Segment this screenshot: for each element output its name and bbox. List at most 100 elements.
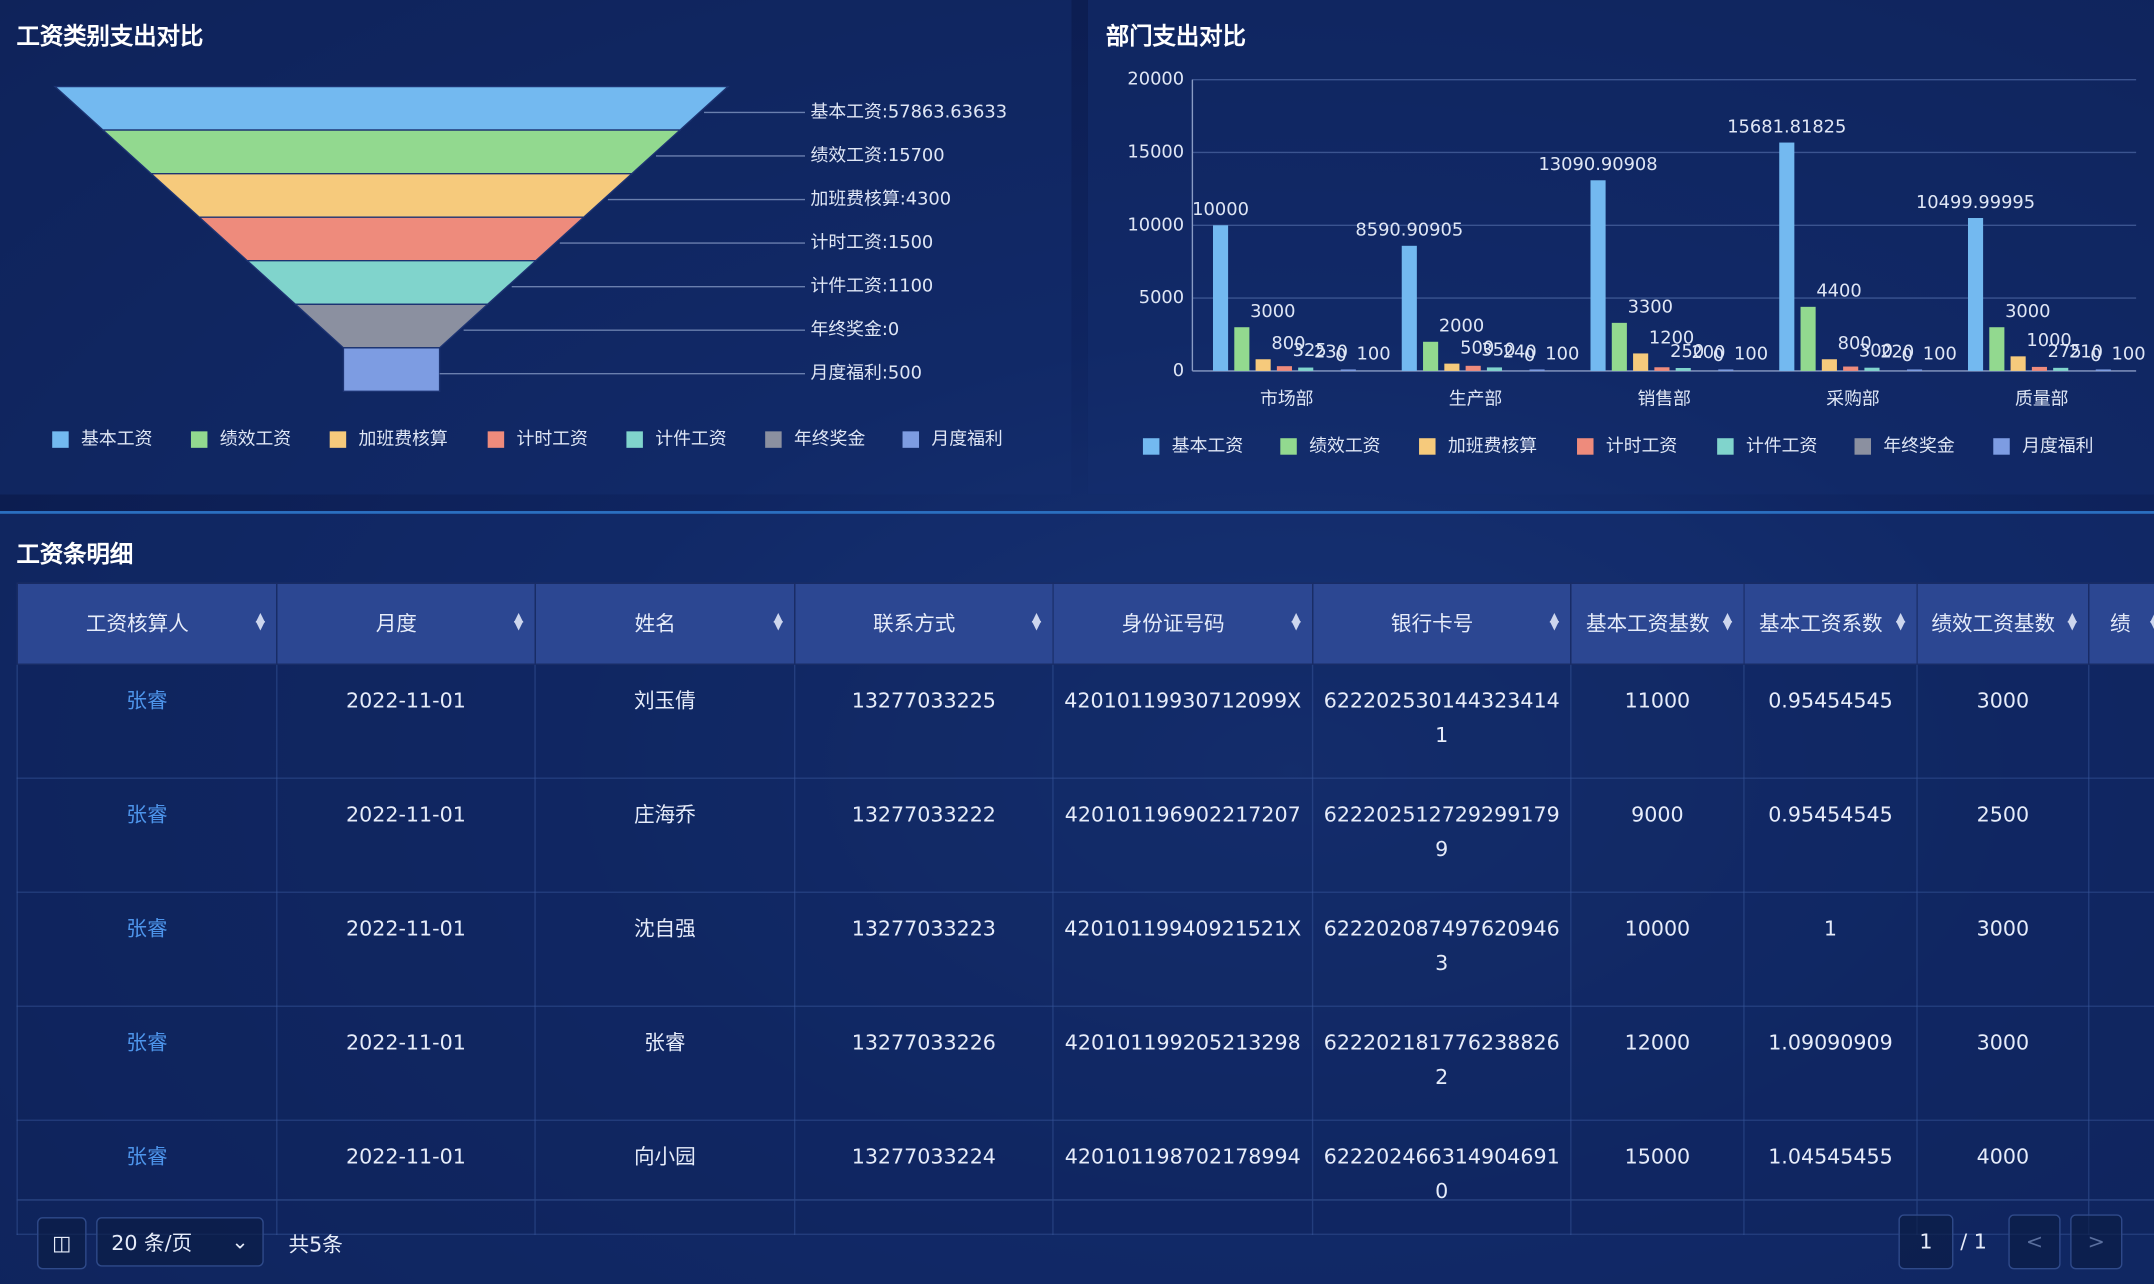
legend-swatch <box>329 431 347 448</box>
table-cell: 2500 <box>1916 777 2090 893</box>
table-row: 张睿 2022-11-01 沈自强 13277033223 42010119940921… <box>16 891 2154 1007</box>
bar-value-label: 0 <box>1335 345 1346 366</box>
bar-value-label: 2000 <box>1439 316 1484 337</box>
legend-swatch <box>1419 438 1436 455</box>
column-header[interactable]: 基本工资系数 ▲ ▼ <box>1743 582 1918 665</box>
column-header[interactable]: 身份证号码 ▲ ▼ <box>1052 582 1314 665</box>
sort-icon[interactable]: ▲▼ <box>1895 611 1906 634</box>
bar <box>1821 359 1837 371</box>
column-header[interactable]: 联系方式 ▲ ▼ <box>794 582 1054 665</box>
bar-value-label: 13090.90908 <box>1538 154 1657 175</box>
bar <box>1718 369 1734 371</box>
table-cell: 沈自强 <box>534 891 796 1007</box>
table-row: 张睿 2022-11-01 刘玉倩 13277033225 42010119930712… <box>16 663 2154 779</box>
sort-icon[interactable]: ▲▼ <box>1549 611 1560 634</box>
table-cell: 6222025127292991799 <box>1311 777 1572 893</box>
column-settings-button[interactable]: ◫ <box>37 1217 87 1270</box>
table-cell <box>2088 777 2154 893</box>
legend-label: 计时工资 <box>1606 435 1677 456</box>
bar-value-label: 3000 <box>2005 301 2050 322</box>
bar <box>1212 225 1229 371</box>
bar-value-label: 3300 <box>1628 297 1673 318</box>
funnel-label: 月度福利:500 <box>810 363 921 384</box>
table-cell: 3000 <box>1916 891 2090 1007</box>
table-cell: 42010119940921521X <box>1052 891 1314 1007</box>
y-tick-label: 15000 <box>1127 141 1184 162</box>
bar-value-label: 4400 <box>1816 281 1861 302</box>
accountant-link[interactable]: 张睿 <box>16 1119 278 1235</box>
y-tick-label: 20000 <box>1127 69 1184 90</box>
sort-icon[interactable]: ▲▼ <box>255 611 266 634</box>
table-cell: 420101199205213298 <box>1052 1005 1314 1121</box>
column-header[interactable]: 姓名 ▲ ▼ <box>534 582 796 665</box>
bar-value-label: 15681.81825 <box>1727 116 1846 137</box>
sort-icon[interactable]: ▲▼ <box>2150 612 2154 633</box>
bar-value-label: 10000 <box>1192 199 1249 220</box>
bar-value-label: 220 <box>1880 342 1914 363</box>
funnel-label: 基本工资:57863.63633 <box>810 101 1007 122</box>
sort-icon[interactable]: ▲▼ <box>2067 611 2078 634</box>
table-cell: 10000 <box>1570 891 1745 1007</box>
column-header[interactable]: 银行卡号 ▲ ▼ <box>1311 582 1572 665</box>
next-page-button[interactable]: > <box>2070 1214 2123 1270</box>
legend-label: 绩效工资 <box>220 429 291 450</box>
bar-value-label: 8590.90905 <box>1355 220 1463 241</box>
column-header[interactable]: 绩 ▲▼ <box>2088 582 2154 665</box>
legend-label: 月度福利 <box>2022 435 2093 456</box>
table-cell: 13277033225 <box>794 663 1054 779</box>
sort-icon[interactable]: ▲▼ <box>1291 611 1301 634</box>
bar <box>1611 322 1627 371</box>
bar <box>1486 367 1503 371</box>
column-header[interactable]: 月度 ▲ ▼ <box>276 582 536 665</box>
table-cell: 15000 <box>1570 1119 1745 1235</box>
bar-value-label: 240 <box>1503 341 1537 362</box>
column-header[interactable]: 工资核算人 ▲ ▼ <box>16 582 278 665</box>
bar <box>1298 367 1314 371</box>
table-cell: 420101198702178994 <box>1052 1119 1314 1235</box>
sort-icon[interactable]: ▲▼ <box>1031 611 1042 634</box>
bar <box>2053 367 2069 371</box>
legend-label: 年终奖金 <box>1883 435 1955 456</box>
page-size-select[interactable]: 20 条/页 ⌄ <box>96 1217 264 1267</box>
current-page: 1 <box>1919 1229 1933 1255</box>
funnel-layer <box>342 347 441 393</box>
bar <box>1800 306 1816 371</box>
bar-value-label: 1000 <box>2026 330 2071 351</box>
legend-label: 计时工资 <box>517 429 588 450</box>
table-cell: 13277033222 <box>794 777 1054 893</box>
accountant-link[interactable]: 张睿 <box>16 663 278 779</box>
sort-icon[interactable]: ▲▼ <box>773 611 784 634</box>
table-cell: 3000 <box>1916 663 2090 779</box>
column-header-text: 身份证号码 <box>1121 610 1225 636</box>
accountant-link[interactable]: 张睿 <box>16 1005 278 1121</box>
legend-swatch <box>765 431 782 448</box>
table-cell <box>2088 891 2154 1007</box>
bar-value-label: 800 <box>1838 333 1872 354</box>
column-header[interactable]: 绩效工资基数 ▲ ▼ <box>1916 582 2090 665</box>
column-header[interactable]: 基本工资基数 ▲ ▼ <box>1570 582 1745 665</box>
bar-value-label: 100 <box>1545 343 1579 364</box>
x-tick-label: 生产部 <box>1449 389 1503 410</box>
bar-value-label: 3000 <box>1250 301 1295 322</box>
bar <box>1843 366 1859 371</box>
page-input[interactable]: 1 <box>1898 1214 1954 1270</box>
table-cell: 6222025301443234141 <box>1311 663 1572 779</box>
table-cell: 2022-11-01 <box>276 1119 536 1235</box>
table-cell: 0.95454545 <box>1743 663 1918 779</box>
accountant-link[interactable]: 张睿 <box>16 777 278 893</box>
bar <box>1675 367 1691 371</box>
bar <box>1967 218 1984 371</box>
x-tick-label: 销售部 <box>1637 389 1691 410</box>
table-row: 张睿 2022-11-01 庄海乔 13277033222 42010119690221… <box>16 777 2154 893</box>
prev-page-button[interactable]: < <box>2008 1214 2061 1270</box>
bar-value-label: 200 <box>1691 342 1725 363</box>
legend-label: 计件工资 <box>1746 435 1817 456</box>
sort-icon[interactable]: ▲▼ <box>513 611 524 634</box>
legend-swatch <box>52 431 69 448</box>
bar <box>1906 369 1923 371</box>
table-cell <box>2088 1119 2154 1235</box>
accountant-link[interactable]: 张睿 <box>16 891 278 1007</box>
legend-label: 基本工资 <box>1172 435 1243 456</box>
sort-icon[interactable]: ▲▼ <box>1722 611 1733 634</box>
